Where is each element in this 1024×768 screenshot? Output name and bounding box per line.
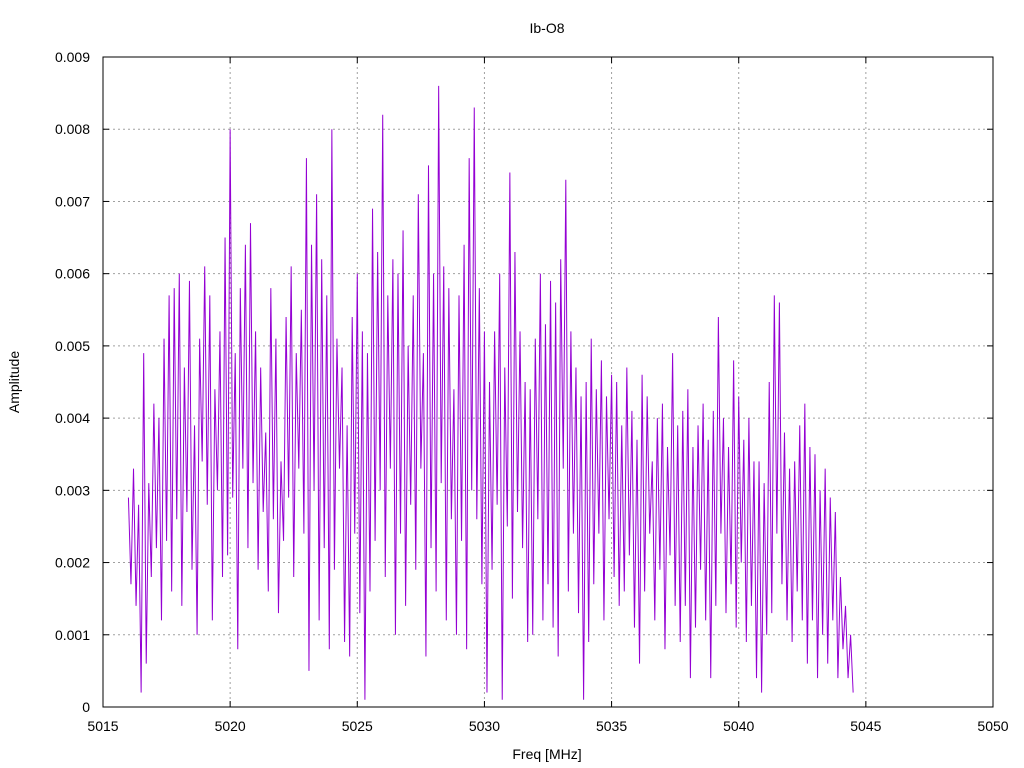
- y-tick-label: 0: [82, 699, 90, 715]
- y-tick-label: 0.008: [55, 121, 90, 137]
- x-tick-label: 5015: [87, 718, 118, 734]
- x-tick-label: 5035: [596, 718, 627, 734]
- axis-ticks: [102, 56, 994, 708]
- y-tick-labels: 0 0.001 0.002 0.003 0.004 0.005 0.006 0.007 0.00…: [55, 49, 90, 715]
- x-tick-label: 5020: [215, 718, 246, 734]
- plot-border: [102, 56, 994, 708]
- y-tick-label: 0.002: [55, 555, 90, 571]
- grid-lines: [103, 57, 993, 707]
- series-line-0: [127, 85, 854, 700]
- y-tick-label: 0.004: [55, 410, 90, 426]
- x-tick-label: 5030: [469, 718, 500, 734]
- y-tick-label: 0.003: [55, 482, 90, 498]
- x-tick-label: 5025: [342, 718, 373, 734]
- x-tick-label: 5050: [977, 718, 1008, 734]
- x-axis-label: Freq [MHz]: [512, 746, 581, 762]
- y-tick-label: 0.001: [55, 627, 90, 643]
- y-tick-label: 0.005: [55, 338, 90, 354]
- y-axis-label: Amplitude: [6, 351, 22, 413]
- series-layer: [127, 85, 854, 700]
- y-tick-label: 0.009: [55, 49, 90, 65]
- x-tick-label: 5045: [850, 718, 881, 734]
- x-tick-labels: 5015 5020 5025 5030 5035 5040 5045 5050: [87, 718, 1008, 734]
- chart-title: Ib-O8: [529, 20, 564, 36]
- y-tick-label: 0.007: [55, 193, 90, 209]
- y-tick-label: 0.006: [55, 266, 90, 282]
- x-tick-label: 5040: [723, 718, 754, 734]
